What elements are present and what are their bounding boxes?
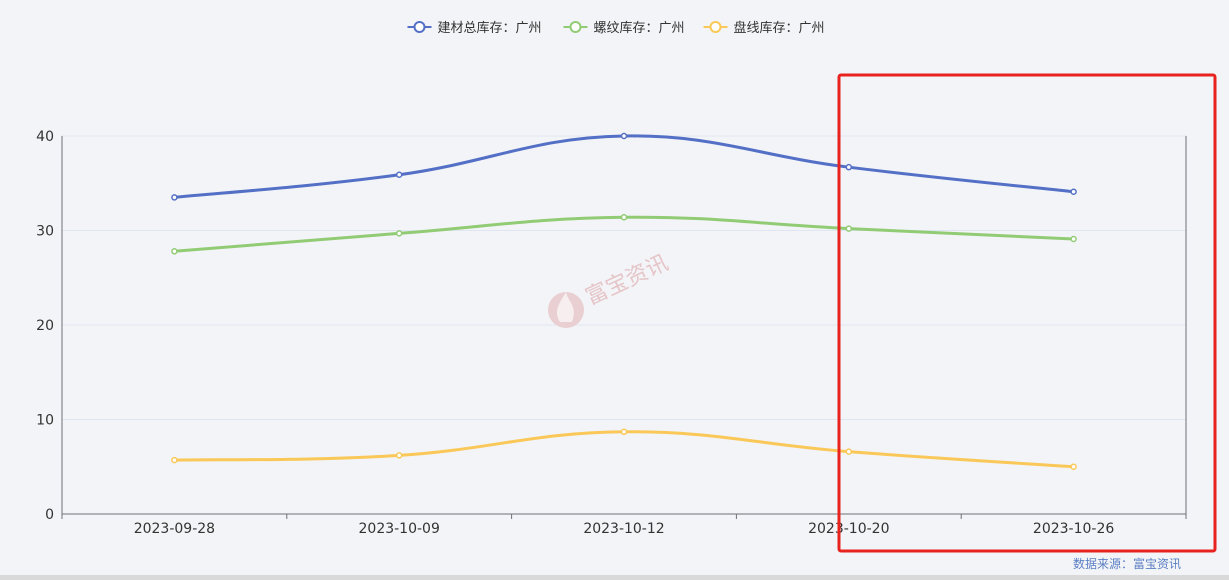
- series-layer: [171, 132, 1077, 470]
- watermark-flame-icon: [556, 292, 574, 322]
- data-point[interactable]: [845, 448, 853, 455]
- y-tick-label: 30: [36, 224, 54, 240]
- legend-label: 建材总库存：广州: [438, 20, 542, 36]
- x-tick-label: 2023-10-26: [1033, 521, 1114, 537]
- y-tick-label: 0: [45, 507, 54, 523]
- bottom-scrollbar[interactable]: [0, 575, 1229, 580]
- data-point[interactable]: [1070, 188, 1077, 196]
- x-tick-labels: 2023-09-28 2023-10-09 2023-10-12 2023-10-20…: [61, 514, 1187, 537]
- y-tick-label: 10: [36, 413, 54, 429]
- data-point[interactable]: [171, 194, 178, 201]
- x-tick-label: 2023-09-28: [134, 521, 215, 537]
- legend-item-2[interactable]: 盘线库存：广州: [703, 20, 825, 36]
- legend-item-1[interactable]: 螺纹库存：广州: [563, 20, 685, 36]
- y-tick-label: 40: [36, 129, 54, 145]
- data-source-label: 数据来源：富宝资讯: [1073, 556, 1181, 571]
- legend-marker-icon: [413, 21, 426, 33]
- series-line-1[interactable]: [174, 215, 1074, 253]
- series-line-2[interactable]: [174, 430, 1074, 469]
- data-point[interactable]: [1070, 463, 1077, 470]
- x-tick-label: 2023-10-12: [583, 521, 664, 537]
- y-tick-labels: 0 10 20 30 40: [36, 129, 54, 523]
- watermark-text: 富宝资讯: [582, 251, 672, 311]
- watermark: 富宝资讯: [548, 251, 672, 328]
- x-tick-label: 2023-10-20: [808, 521, 889, 537]
- y-tick-label: 20: [36, 318, 54, 334]
- data-point[interactable]: [395, 171, 403, 178]
- data-point[interactable]: [620, 428, 628, 436]
- data-point[interactable]: [395, 452, 403, 459]
- legend-item-0[interactable]: 建材总库存：广州: [407, 20, 542, 36]
- legend-marker-icon: [709, 21, 722, 33]
- data-point[interactable]: [395, 230, 403, 237]
- legend-label: 盘线库存：广州: [734, 20, 825, 36]
- series-line-0[interactable]: [174, 134, 1074, 199]
- data-point[interactable]: [620, 214, 628, 221]
- axes: [61, 136, 1187, 515]
- data-point[interactable]: [845, 163, 853, 171]
- data-point[interactable]: [845, 225, 853, 232]
- legend-marker-icon: [569, 21, 582, 33]
- data-point[interactable]: [1070, 235, 1077, 243]
- data-point[interactable]: [171, 456, 178, 464]
- legend-label: 螺纹库存：广州: [594, 20, 685, 36]
- highlight-box: [837, 73, 1217, 553]
- legend[interactable]: 建材总库存：广州 螺纹库存：广州 盘线库存：广州: [407, 20, 825, 36]
- data-point[interactable]: [171, 248, 178, 255]
- data-point[interactable]: [620, 132, 628, 140]
- x-tick-label: 2023-10-09: [359, 521, 440, 537]
